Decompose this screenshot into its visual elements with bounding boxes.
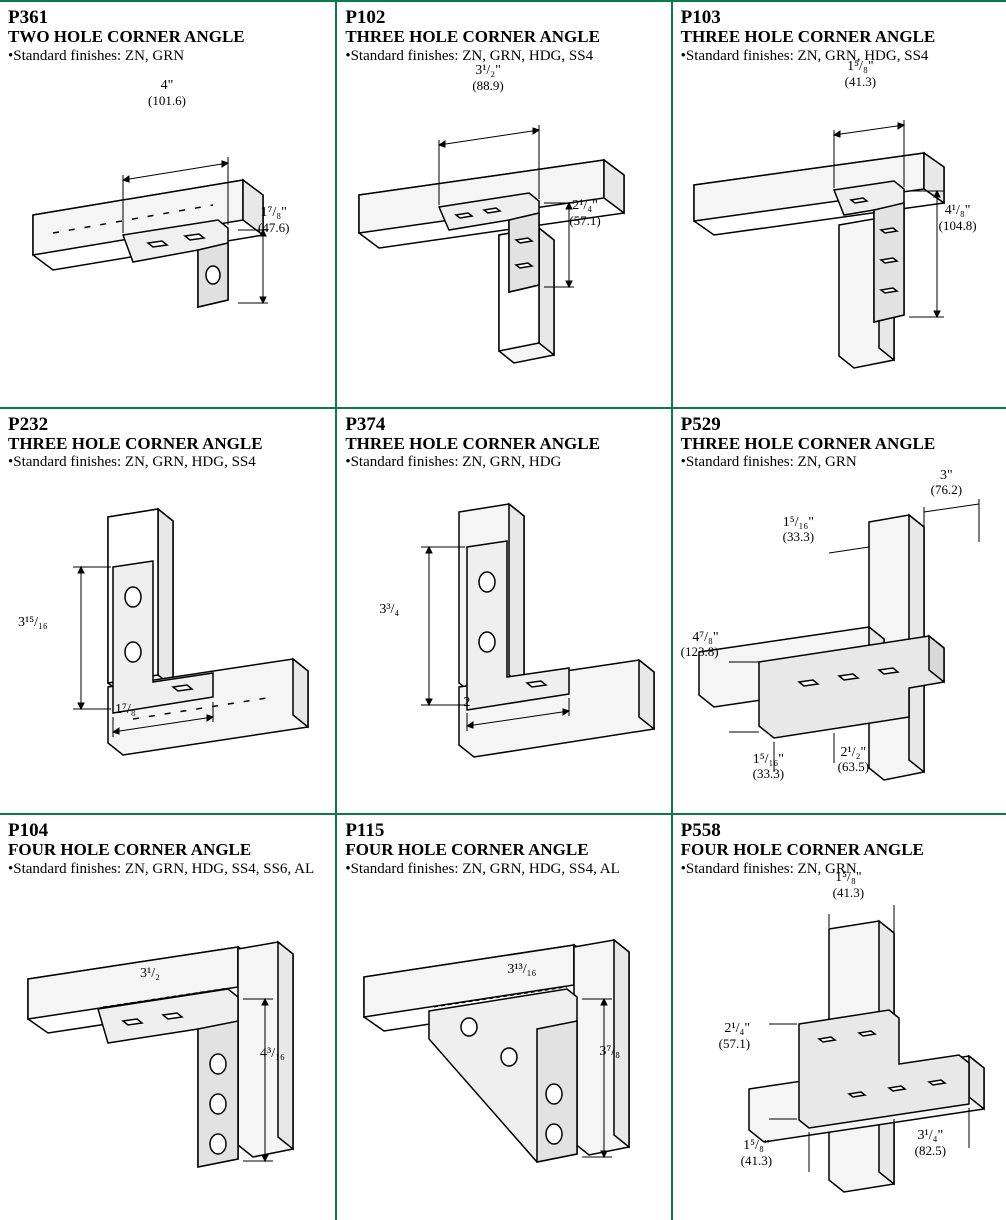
part-name: THREE HOLE CORNER ANGLE bbox=[681, 435, 998, 453]
dim-inches: 3¹/₄" bbox=[918, 1128, 944, 1143]
catalog-cell: P361 TWO HOLE CORNER ANGLE •Standard fin… bbox=[0, 0, 335, 407]
dim-inches: 1⁷/₈" bbox=[261, 205, 287, 220]
part-number: P104 bbox=[8, 821, 327, 841]
dim-mm: (88.9) bbox=[472, 78, 503, 93]
part-number: P374 bbox=[345, 415, 662, 435]
catalog-grid: P361 TWO HOLE CORNER ANGLE •Standard fin… bbox=[0, 0, 1006, 1220]
finishes-text: •Standard finishes: ZN, GRN, HDG, SS4 bbox=[345, 47, 662, 65]
dim-inches: 1⁵/₈" bbox=[835, 870, 861, 885]
dim-mm: (57.1) bbox=[569, 213, 600, 228]
part-number: P361 bbox=[8, 8, 327, 28]
dim-mm: (104.8) bbox=[939, 218, 977, 233]
finishes-text: •Standard finishes: ZN, GRN, HDG bbox=[345, 453, 662, 471]
dim-inches: 2¹/₂" bbox=[841, 745, 867, 760]
catalog-cell: P102 THREE HOLE CORNER ANGLE •Standard f… bbox=[335, 0, 670, 407]
dim-mm: (82.5) bbox=[915, 1143, 946, 1158]
part-name: FOUR HOLE CORNER ANGLE bbox=[681, 841, 998, 859]
dim-inches: 2 bbox=[463, 695, 470, 710]
finishes-text: •Standard finishes: ZN, GRN, HDG, SS4 bbox=[681, 47, 998, 65]
dim-inches: 2¹/₄" bbox=[572, 198, 598, 213]
finishes-text: •Standard finishes: ZN, GRN bbox=[8, 47, 327, 65]
part-name: FOUR HOLE CORNER ANGLE bbox=[345, 841, 662, 859]
dim-inches: 1⁵/₈" bbox=[743, 1138, 769, 1153]
part-diagram: 1⁵/₈" (41.3) 4¹/₈" (104.8) bbox=[673, 64, 1006, 407]
dim-inches: 1⁵/₁₆" bbox=[753, 752, 784, 767]
catalog-cell: P115 FOUR HOLE CORNER ANGLE •Standard fi… bbox=[335, 813, 670, 1220]
catalog-cell: P103 THREE HOLE CORNER ANGLE •Standard f… bbox=[671, 0, 1006, 407]
part-diagram: 3¹³/₁₆ 3⁷/₈ bbox=[337, 877, 670, 1220]
part-number: P115 bbox=[345, 821, 662, 841]
part-diagram: 4" (101.6) 1⁷/₈" (47.6) bbox=[0, 64, 335, 407]
dim-inches: 4³/₁₆ bbox=[260, 1046, 285, 1061]
part-number: P232 bbox=[8, 415, 327, 435]
dim-mm: (57.1) bbox=[719, 1036, 750, 1051]
part-diagram: 3¹⁵/₁₆ 1⁷/₈ bbox=[0, 471, 335, 814]
part-name: THREE HOLE CORNER ANGLE bbox=[8, 435, 327, 453]
part-number: P558 bbox=[681, 821, 998, 841]
part-number: P102 bbox=[345, 8, 662, 28]
dim-inches: 3¹/₂ bbox=[140, 966, 160, 981]
finishes-text: •Standard finishes: ZN, GRN, HDG, SS4, S… bbox=[8, 860, 327, 878]
dim-mm: (76.2) bbox=[931, 482, 962, 497]
dim-mm: (41.3) bbox=[833, 885, 864, 900]
part-number: P529 bbox=[681, 415, 998, 435]
dim-mm: (123.8) bbox=[681, 644, 719, 659]
part-diagram: 1⁵/₈" (41.3) 2¹/₄" (57.1) 1⁵/₈" (41.3) 3… bbox=[673, 877, 1006, 1220]
dim-mm: (33.3) bbox=[753, 766, 784, 781]
dim-mm: (41.3) bbox=[845, 74, 876, 89]
part-diagram: 3¹/₂" (88.9) 2¹/₄" (57.1) bbox=[337, 64, 670, 407]
finishes-text: •Standard finishes: ZN, GRN, HDG, SS4 bbox=[8, 453, 327, 471]
part-name: THREE HOLE CORNER ANGLE bbox=[681, 28, 998, 46]
dim-inches: 1⁷/₈ bbox=[115, 702, 136, 717]
finishes-text: •Standard finishes: ZN, GRN, HDG, SS4, A… bbox=[345, 860, 662, 878]
dim-mm: (33.3) bbox=[783, 529, 814, 544]
dim-inches: 3" bbox=[940, 468, 953, 483]
part-diagram: 3¹/₂ 4³/₁₆ bbox=[0, 877, 335, 1220]
dim-inches: 3⁷/₈ bbox=[599, 1044, 620, 1059]
part-number: P103 bbox=[681, 8, 998, 28]
catalog-cell: P232 THREE HOLE CORNER ANGLE •Standard f… bbox=[0, 407, 335, 814]
part-diagram: 3" (76.2) 1⁵/₁₆" (33.3) 4⁷/₈" (123.8) 1⁵… bbox=[673, 471, 1006, 814]
dim-inches: 3¹⁵/₁₆ bbox=[18, 615, 48, 630]
catalog-cell: P374 THREE HOLE CORNER ANGLE •Standard f… bbox=[335, 407, 670, 814]
catalog-cell: P558 FOUR HOLE CORNER ANGLE •Standard fi… bbox=[671, 813, 1006, 1220]
dim-inches: 3¹³/₁₆ bbox=[507, 962, 536, 977]
part-name: THREE HOLE CORNER ANGLE bbox=[345, 28, 662, 46]
catalog-cell: P104 FOUR HOLE CORNER ANGLE •Standard fi… bbox=[0, 813, 335, 1220]
dim-mm: (47.6) bbox=[258, 220, 289, 235]
part-name: FOUR HOLE CORNER ANGLE bbox=[8, 841, 327, 859]
dim-mm: (101.6) bbox=[148, 93, 186, 108]
dim-inches: 3³/₄ bbox=[379, 602, 399, 617]
dim-inches: 2¹/₄" bbox=[724, 1021, 750, 1036]
part-name: TWO HOLE CORNER ANGLE bbox=[8, 28, 327, 46]
catalog-cell: P529 THREE HOLE CORNER ANGLE •Standard f… bbox=[671, 407, 1006, 814]
part-diagram: 3³/₄ 2 bbox=[337, 471, 670, 814]
dim-inches: 3¹/₂" bbox=[475, 63, 501, 78]
dim-mm: (41.3) bbox=[741, 1153, 772, 1168]
dim-inches: 1⁵/₁₆" bbox=[783, 515, 814, 530]
dim-inches: 1⁵/₈" bbox=[847, 59, 873, 74]
part-name: THREE HOLE CORNER ANGLE bbox=[345, 435, 662, 453]
dim-inches: 4" bbox=[161, 78, 174, 93]
dim-inches: 4¹/₈" bbox=[945, 203, 971, 218]
dim-inches: 4⁷/₈" bbox=[692, 630, 718, 645]
dim-mm: (63.5) bbox=[838, 759, 869, 774]
